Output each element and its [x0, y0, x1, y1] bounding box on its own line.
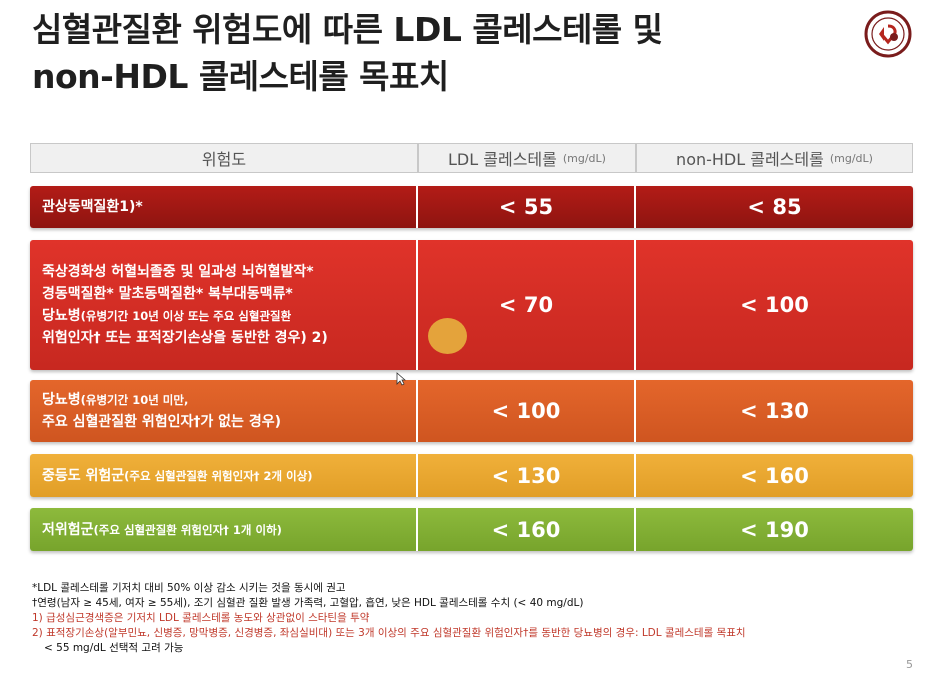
- nonhdl-value: < 130: [740, 399, 809, 423]
- table-row: 중등도 위험군(주요 심혈관질환 위험인자† 2개 이상) < 130 < 16…: [30, 454, 913, 497]
- risk-label: 중등도 위험군: [42, 467, 125, 484]
- ldl-value: < 70: [498, 293, 554, 317]
- risk-sublabel: (주요 심혈관질환 위험인자† 1개 이하): [93, 522, 282, 537]
- society-logo-icon: [864, 10, 912, 58]
- risk-label: 관상동맥질환1)*: [42, 199, 143, 215]
- footnotes: *LDL 콜레스테롤 기저치 대비 50% 이상 감소 시키는 것을 동시에 권…: [32, 581, 746, 656]
- ldl-value: < 100: [491, 399, 561, 423]
- ldl-value: < 55: [498, 195, 554, 219]
- ldl-value: < 160: [491, 517, 561, 542]
- risk-sublabel: (유병기간 10년 이상 또는 주요 심혈관질환: [80, 309, 292, 323]
- header-nonhdl: non-HDL 콜레스테롤 (mg/dL): [636, 143, 913, 173]
- risk-sublabel: (주요 심혈관질환 위험인자† 2개 이상): [124, 468, 313, 483]
- footnote: 1) 급성심근경색증은 기저치 LDL 콜레스테롤 농도와 상관없이 스타틴을 …: [32, 612, 370, 624]
- table-row: 관상동맥질환1)* < 55 < 85: [30, 186, 913, 228]
- nonhdl-value: < 100: [740, 293, 809, 317]
- footnote: †연령(남자 ≥ 45세, 여자 ≥ 55세), 조기 심혈관 질환 발생 가족…: [32, 597, 584, 609]
- ldl-value: < 130: [491, 463, 561, 488]
- header-risk: 위험도: [30, 143, 418, 173]
- title-line-2: non-HDL 콜레스테롤 목표치: [32, 57, 449, 96]
- risk-label: 저위험군: [42, 521, 94, 538]
- risk-label: 경동맥질환* 말초동맥질환* 복부대동맥류*: [42, 286, 293, 302]
- table-row: 죽상경화성 허혈뇌졸중 및 일과성 뇌허혈발작* 경동맥질환* 말초동맥질환* …: [30, 240, 913, 370]
- table-row: 당뇨병(유병기간 10년 미만, 주요 심혈관질환 위험인자†가 없는 경우) …: [30, 380, 913, 442]
- slide-title: 심혈관질환 위험도에 따른 LDL 콜레스테롤 및 non-HDL 콜레스테롤 …: [32, 6, 663, 100]
- risk-sublabel: 위험인자† 또는 표적장기손상을 동반한 경우) 2): [42, 330, 328, 346]
- laser-pointer-dot: [428, 318, 467, 354]
- risk-label: 죽상경화성 허혈뇌졸중 및 일과성 뇌허혈발작*: [42, 264, 314, 280]
- table-row: 저위험군(주요 심혈관질환 위험인자† 1개 이하) < 160 < 190: [30, 508, 913, 551]
- mouse-cursor-icon: [396, 372, 406, 386]
- page-number: 5: [906, 658, 913, 671]
- title-line-1: 심혈관질환 위험도에 따른 LDL 콜레스테롤 및: [32, 10, 663, 49]
- risk-label: 당뇨병: [42, 392, 81, 408]
- nonhdl-value: < 85: [747, 195, 802, 219]
- risk-label: 당뇨병: [42, 308, 81, 324]
- header-ldl: LDL 콜레스테롤 (mg/dL): [418, 143, 636, 173]
- risk-sublabel: (유병기간 10년 미만,: [80, 393, 189, 407]
- footnote: 2) 표적장기손상(알부민뇨, 신병증, 망막병증, 신경병증, 좌심실비대) …: [32, 627, 746, 639]
- footnote: < 55 mg/dL 선택적 고려 가능: [44, 642, 184, 654]
- nonhdl-value: < 160: [740, 463, 809, 488]
- risk-sublabel: 주요 심혈관질환 위험인자†가 없는 경우): [42, 414, 281, 430]
- nonhdl-value: < 190: [740, 517, 809, 542]
- footnote: *LDL 콜레스테롤 기저치 대비 50% 이상 감소 시키는 것을 동시에 권…: [32, 582, 346, 594]
